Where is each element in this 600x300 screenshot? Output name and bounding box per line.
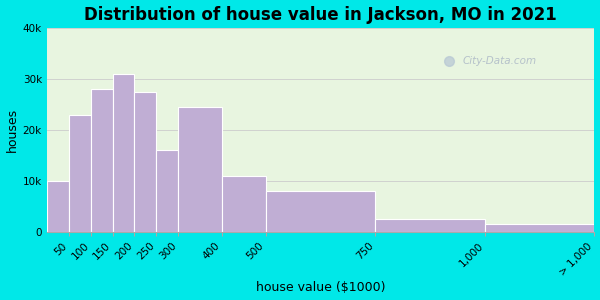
Bar bbox=[266, 191, 376, 232]
Bar bbox=[178, 107, 222, 232]
Bar bbox=[47, 181, 69, 232]
Bar bbox=[69, 115, 91, 232]
Bar bbox=[113, 74, 134, 232]
Y-axis label: houses: houses bbox=[5, 108, 19, 152]
Text: City-Data.com: City-Data.com bbox=[463, 56, 537, 65]
X-axis label: house value ($1000): house value ($1000) bbox=[256, 281, 385, 294]
Bar bbox=[376, 219, 485, 232]
Bar bbox=[222, 176, 266, 232]
Bar bbox=[485, 224, 595, 232]
Title: Distribution of house value in Jackson, MO in 2021: Distribution of house value in Jackson, … bbox=[84, 6, 557, 24]
Bar bbox=[91, 89, 113, 232]
Bar bbox=[134, 92, 157, 232]
Bar bbox=[157, 150, 178, 232]
